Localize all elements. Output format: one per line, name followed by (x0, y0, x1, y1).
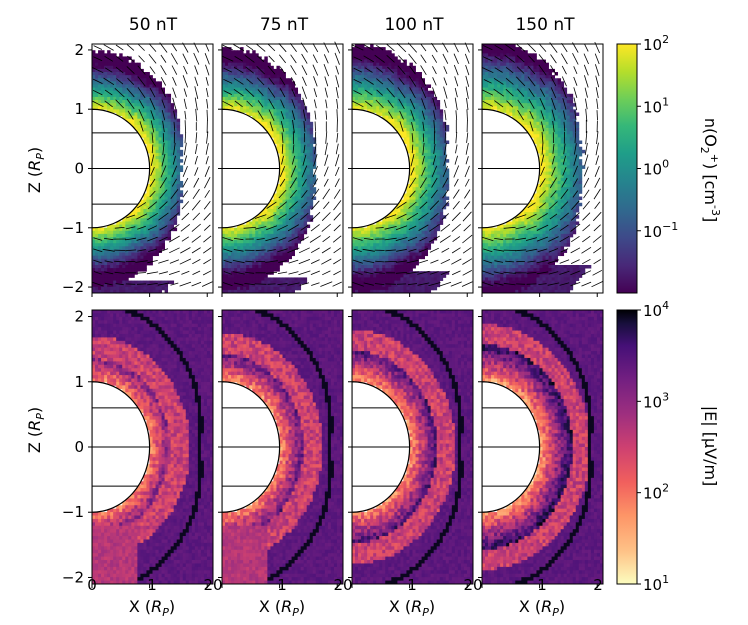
y-tick-label: −1 (62, 219, 84, 237)
panel-efield-2 (348, 309, 474, 588)
flow-vectors (222, 41, 342, 287)
y-tick-label: −2 (62, 278, 84, 296)
colorbar-tick-label: 100 (643, 158, 669, 179)
colorbar-tick-label: 102 (643, 482, 669, 503)
column-title-150nt: 150 nT (515, 15, 575, 35)
x-axis-label-3: X (RP) (389, 597, 435, 619)
x-axis-label-1: X (RP) (129, 597, 175, 619)
colorbar-tick-label: 102 (643, 33, 669, 54)
y-tick-label: 0 (74, 438, 84, 456)
colorbar-ticks: 102 101 100 10−1 104 103 102 101 (637, 33, 678, 594)
colorbar-label-efield: |E| [μV/m] (701, 406, 720, 487)
colorbar-tick-label: 10−1 (643, 220, 678, 241)
flow-vectors (92, 42, 213, 287)
y-tick-label: 1 (74, 373, 84, 391)
y-tick-label: −2 (62, 568, 84, 586)
planet (222, 381, 281, 513)
panel-efield-0: 2 1 0 −1 −2 (62, 308, 214, 588)
colorbar-tick-label: 104 (643, 299, 669, 320)
panel-density-1 (218, 41, 344, 297)
planet (92, 381, 151, 513)
planet (482, 108, 541, 229)
y-tick-label: 0 (74, 160, 84, 178)
column-title-50nt: 50 nT (129, 15, 178, 35)
column-title-100nt: 100 nT (384, 15, 444, 35)
colorbar-label-density: n(O2+) [cm-3] (698, 118, 722, 222)
planet (482, 381, 541, 513)
panel-density-3 (478, 41, 604, 297)
heatmap-cells (482, 310, 603, 584)
x-tick-label: 0 (87, 576, 97, 594)
colorbar-tick-label: 103 (643, 390, 669, 411)
colorbar-tick-label: 101 (643, 95, 669, 116)
colorbar-tick-label: 101 (643, 573, 669, 594)
panel-efield-1 (218, 309, 344, 588)
x-tick-label: 1 (537, 576, 547, 594)
flow-vectors (351, 42, 473, 287)
x-tick-label: 20 (463, 576, 482, 594)
planet (352, 108, 411, 229)
x-tick-label: 2 (593, 576, 603, 594)
x-axis-label-4: X (RP) (519, 597, 565, 619)
column-title-75nt: 75 nT (260, 15, 309, 35)
x-tick-label: 1 (147, 576, 157, 594)
heatmap-cells (352, 310, 473, 584)
y-tick-label: −1 (62, 503, 84, 521)
panel-efield-3 (478, 309, 604, 588)
y-tick-label: 2 (74, 308, 84, 326)
x-tick-label: 1 (277, 576, 287, 594)
colorbar-density (616, 43, 638, 294)
y-tick-label: 2 (74, 41, 84, 59)
y-axis-label-bottom: Z (RP) (25, 407, 47, 453)
panel-density-0: 2 1 0 −1 −2 (62, 41, 214, 297)
x-tick-label: 1 (407, 576, 417, 594)
planet (92, 108, 151, 229)
heatmap-cells (352, 44, 473, 293)
planet (222, 108, 281, 229)
planet (352, 381, 411, 513)
x-axis-label-2: X (RP) (259, 597, 305, 619)
flow-vectors (481, 41, 604, 288)
y-tick-label: 1 (74, 100, 84, 118)
y-axis-label-top: Z (RP) (25, 147, 47, 193)
x-tick-label: 20 (333, 576, 352, 594)
colorbar-efield (616, 309, 638, 585)
x-tick-label: 20 (203, 576, 222, 594)
panel-density-2 (348, 42, 474, 297)
heatmap-cells (92, 310, 213, 584)
